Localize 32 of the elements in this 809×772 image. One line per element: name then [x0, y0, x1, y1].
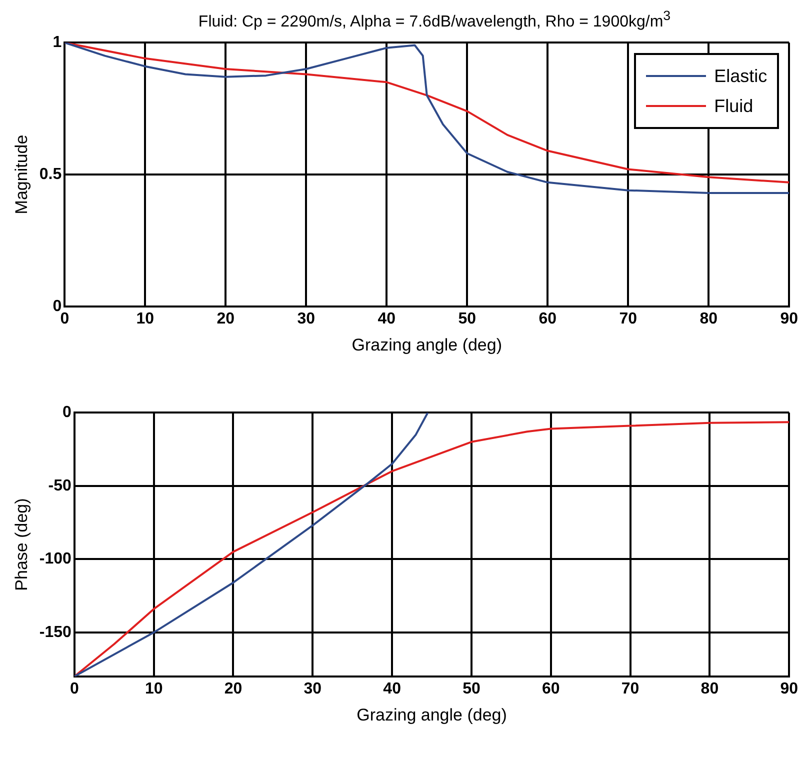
- x-tick-label: 40: [378, 310, 396, 328]
- x-tick-label: 10: [144, 680, 163, 698]
- y-tick-label: 0: [62, 404, 72, 422]
- x-tick-label: 30: [297, 310, 316, 328]
- y-tick-label: 0.5: [39, 166, 62, 183]
- x-tick-label: 70: [621, 680, 640, 698]
- y-tick-label: 0: [52, 298, 62, 315]
- x-tick-label: 60: [538, 310, 557, 328]
- x-tick-label: 80: [700, 310, 718, 328]
- chart-title: Fluid: Cp = 2290m/s, Alpha = 7.6dB/wavelength, Rho = 1900kg/m$^{3}$: [197, 8, 672, 30]
- legend-label: Fluid: [714, 94, 754, 118]
- x-tick-label: 50: [458, 310, 476, 328]
- x-tick-label: 60: [542, 680, 560, 698]
- x-tick-label: 30: [304, 680, 322, 698]
- x-tick-label: 90: [780, 680, 798, 698]
- x-tick-label: 70: [619, 310, 638, 328]
- x-axis-title: Grazing angle (deg): [356, 705, 507, 724]
- x-tick-label: 50: [462, 680, 480, 698]
- legend-label: Elastic: [714, 64, 768, 88]
- x-tick-label: 20: [224, 680, 242, 698]
- y-tick-label: -150: [39, 624, 72, 641]
- x-tick-label: 10: [136, 310, 154, 328]
- x-axis-title: Grazing angle (deg): [352, 335, 502, 354]
- y-tick-label: -100: [39, 550, 72, 568]
- y-axis-title: Magnitude: [12, 134, 31, 214]
- y-tick-label: 1: [52, 34, 62, 52]
- y-tick-label: -50: [48, 477, 72, 494]
- x-tick-label: 90: [780, 310, 798, 328]
- x-tick-label: 20: [216, 310, 235, 328]
- y-axis-title: Phase (deg): [12, 498, 31, 591]
- x-tick-label: 40: [383, 680, 402, 698]
- x-tick-label: 80: [700, 680, 719, 698]
